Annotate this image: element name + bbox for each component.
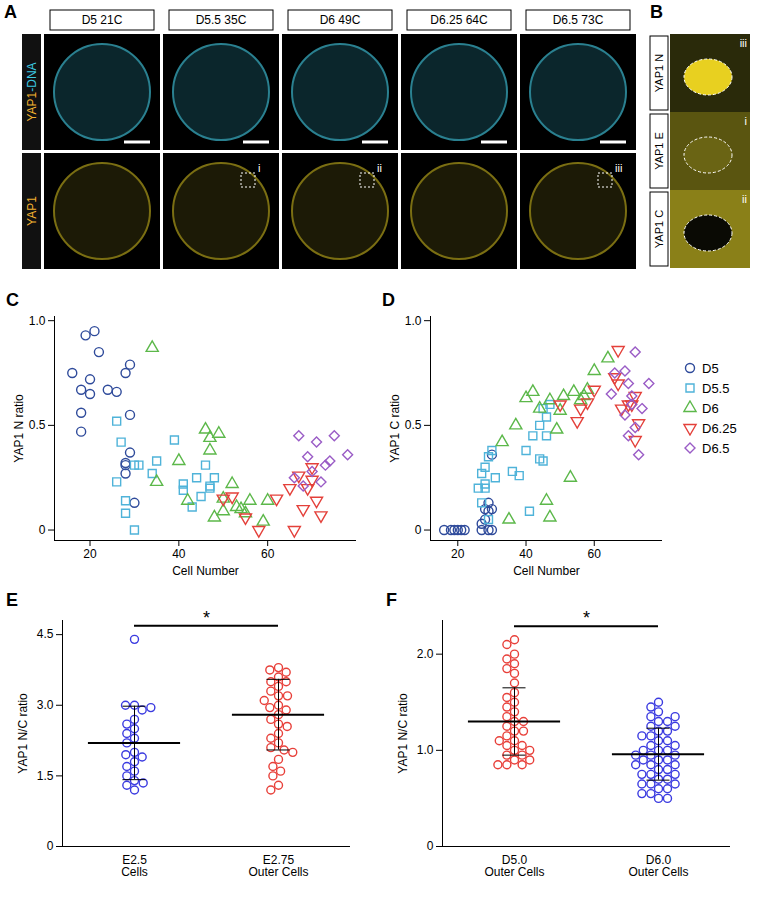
svg-text:*: * — [583, 608, 590, 628]
svg-text:2.0: 2.0 — [417, 647, 434, 661]
svg-text:D5.5 35C: D5.5 35C — [196, 13, 247, 27]
svg-text:*: * — [203, 608, 210, 628]
svg-text:D5.0Outer Cells: D5.0Outer Cells — [484, 853, 544, 879]
svg-text:i: i — [258, 162, 260, 174]
svg-text:40: 40 — [172, 547, 186, 561]
svg-text:iii: iii — [740, 37, 747, 49]
html-text:D5: D5 — [702, 360, 719, 376]
html-text:D6.25: D6.25 — [702, 420, 737, 436]
svg-text:D6 49C: D6 49C — [320, 13, 361, 27]
svg-text:E2.75Outer Cells: E2.75Outer Cells — [248, 853, 308, 879]
svg-text:1.0: 1.0 — [405, 314, 422, 328]
svg-text:D6.0Outer Cells: D6.0Outer Cells — [628, 853, 688, 879]
svg-text:YAP1: YAP1 — [25, 196, 39, 226]
svg-text:1.0: 1.0 — [29, 314, 46, 328]
svg-text:4.5: 4.5 — [37, 627, 54, 641]
svg-text:Cell Number: Cell Number — [172, 564, 239, 578]
svg-text:D6.25 64C: D6.25 64C — [430, 13, 488, 27]
svg-text:ii: ii — [742, 193, 747, 205]
html-text:D5.5: D5.5 — [702, 380, 730, 396]
svg-text:YAP1-DNA: YAP1-DNA — [25, 62, 39, 121]
svg-text:i: i — [745, 115, 747, 127]
svg-text:D5 21C: D5 21C — [82, 13, 123, 27]
svg-text:YAP1 C ratio: YAP1 C ratio — [388, 394, 402, 463]
html-text:D: D — [382, 290, 395, 310]
html-text:E: E — [6, 590, 18, 610]
svg-text:Cell Number: Cell Number — [513, 564, 580, 578]
svg-text:iii: iii — [615, 162, 622, 174]
svg-text:YAP1 N/C ratio: YAP1 N/C ratio — [396, 693, 410, 774]
svg-text:0: 0 — [415, 523, 422, 537]
svg-text:YAP1 N: YAP1 N — [653, 54, 665, 92]
svg-text:20: 20 — [83, 547, 97, 561]
svg-text:YAP1 E: YAP1 E — [653, 132, 665, 170]
html-text:A: A — [4, 2, 17, 22]
svg-text:YAP1 N ratio: YAP1 N ratio — [12, 394, 26, 463]
html-text:B: B — [650, 2, 663, 22]
html-text:F: F — [386, 590, 397, 610]
svg-text:1.0: 1.0 — [417, 743, 434, 757]
svg-text:60: 60 — [261, 547, 275, 561]
svg-text:D6.5 73C: D6.5 73C — [553, 13, 604, 27]
html-text:D6.5: D6.5 — [702, 440, 730, 456]
svg-text:60: 60 — [588, 547, 602, 561]
svg-text:E2.5Cells: E2.5Cells — [121, 853, 148, 879]
html-text:C: C — [6, 290, 19, 310]
svg-text:0.5: 0.5 — [29, 418, 46, 432]
svg-text:0: 0 — [39, 523, 46, 537]
svg-text:YAP1 N/C ratio: YAP1 N/C ratio — [16, 693, 30, 774]
svg-text:3.0: 3.0 — [37, 698, 54, 712]
svg-text:0: 0 — [47, 839, 54, 853]
svg-text:0: 0 — [427, 839, 434, 853]
svg-text:ii: ii — [377, 162, 382, 174]
svg-text:1.5: 1.5 — [37, 769, 54, 783]
svg-text:40: 40 — [519, 547, 533, 561]
svg-text:0.5: 0.5 — [405, 418, 422, 432]
html-text:D6: D6 — [702, 400, 719, 416]
svg-text:YAP1 C: YAP1 C — [653, 210, 665, 248]
svg-text:20: 20 — [451, 547, 465, 561]
